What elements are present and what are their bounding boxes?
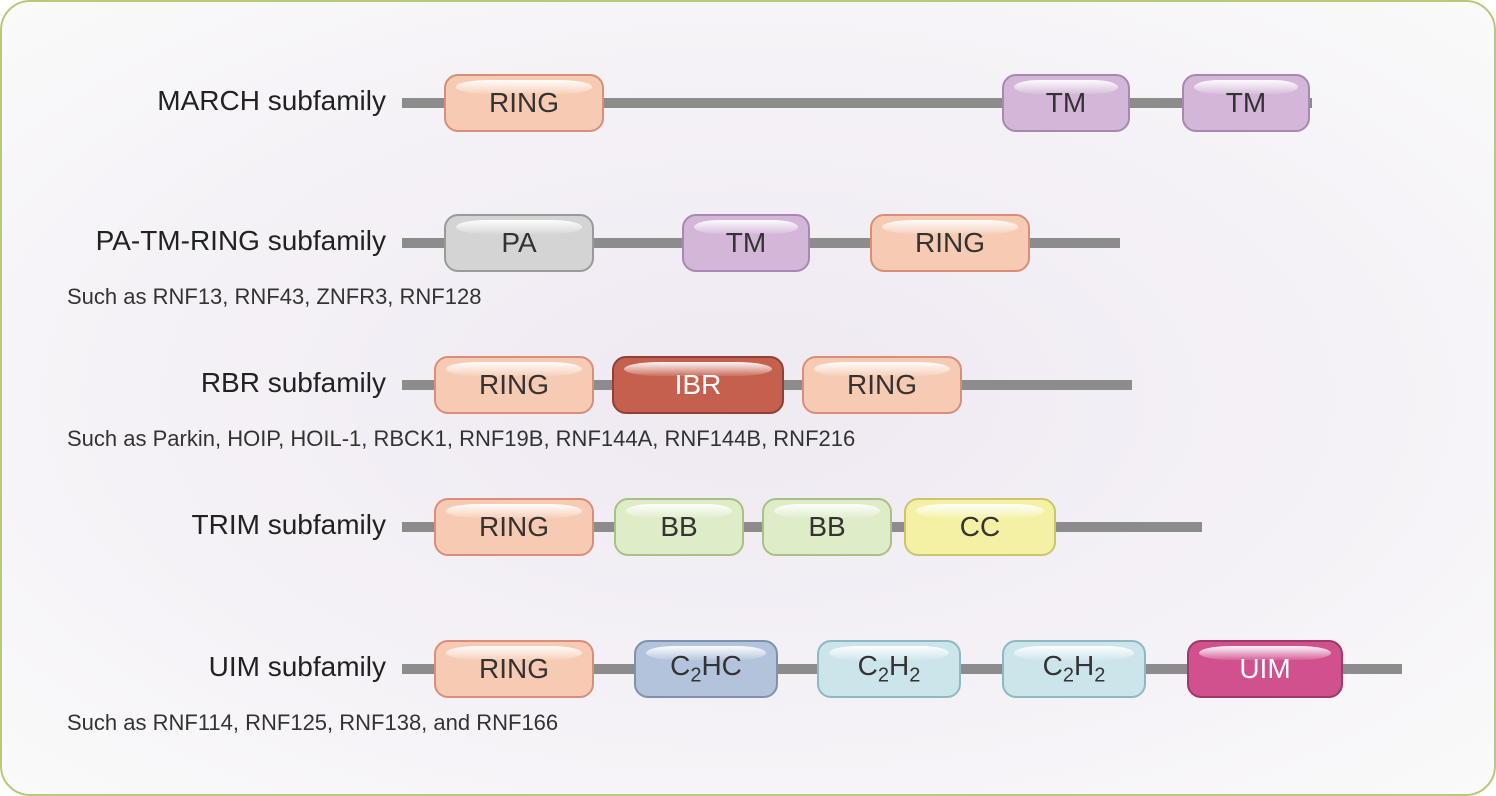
domain-label: IBR (675, 369, 722, 401)
subfamily-title: UIM subfamily (209, 651, 386, 683)
domain-c2h2: C2H2 (817, 640, 961, 698)
domain-label: TM (1226, 87, 1266, 119)
domain-ring: RING (434, 640, 594, 698)
domain-cc: CC (904, 498, 1056, 556)
domain-c2h2: C2H2 (1002, 640, 1146, 698)
domain-label: C2H2 (858, 650, 921, 688)
subfamily-examples: Such as Parkin, HOIP, HOIL-1, RBCK1, RNF… (67, 426, 855, 452)
domain-label: PA (501, 227, 536, 259)
domain-tm: TM (1002, 74, 1130, 132)
domain-label: C2HC (670, 650, 742, 688)
domain-ibr: IBR (612, 356, 784, 414)
subfamily-title: TRIM subfamily (192, 509, 386, 541)
subfamily-title: PA-TM-RING subfamily (96, 225, 386, 257)
diagram-canvas: MARCH subfamily RING TM TM PA-TM-RING subfam… (0, 0, 1496, 796)
domain-label: RING (489, 87, 559, 119)
domain-label: TM (726, 227, 766, 259)
subfamily-title: MARCH subfamily (157, 85, 386, 117)
domain-label: CC (960, 511, 1000, 543)
domain-label: RING (915, 227, 985, 259)
domain-bb: BB (614, 498, 744, 556)
domain-ring: RING (434, 498, 594, 556)
domain-pa: PA (444, 214, 594, 272)
domain-label: RING (847, 369, 917, 401)
domain-ring: RING (870, 214, 1030, 272)
subfamily-examples: Such as RNF114, RNF125, RNF138, and RNF1… (67, 710, 558, 736)
domain-c2hc: C2HC (634, 640, 778, 698)
domain-label: RING (479, 511, 549, 543)
domain-label: C2H2 (1043, 650, 1106, 688)
subfamily-title: RBR subfamily (201, 367, 386, 399)
domain-label: RING (479, 653, 549, 685)
domain-tm: TM (1182, 74, 1310, 132)
domain-ring: RING (802, 356, 962, 414)
domain-label: BB (660, 511, 697, 543)
domain-uim: UIM (1187, 640, 1343, 698)
domain-label: RING (479, 369, 549, 401)
domain-label: UIM (1239, 653, 1290, 685)
domain-bb: BB (762, 498, 892, 556)
domain-label: BB (808, 511, 845, 543)
domain-ring: RING (444, 74, 604, 132)
domain-ring: RING (434, 356, 594, 414)
subfamily-examples: Such as RNF13, RNF43, ZNFR3, RNF128 (67, 284, 481, 310)
domain-tm: TM (682, 214, 810, 272)
domain-label: TM (1046, 87, 1086, 119)
